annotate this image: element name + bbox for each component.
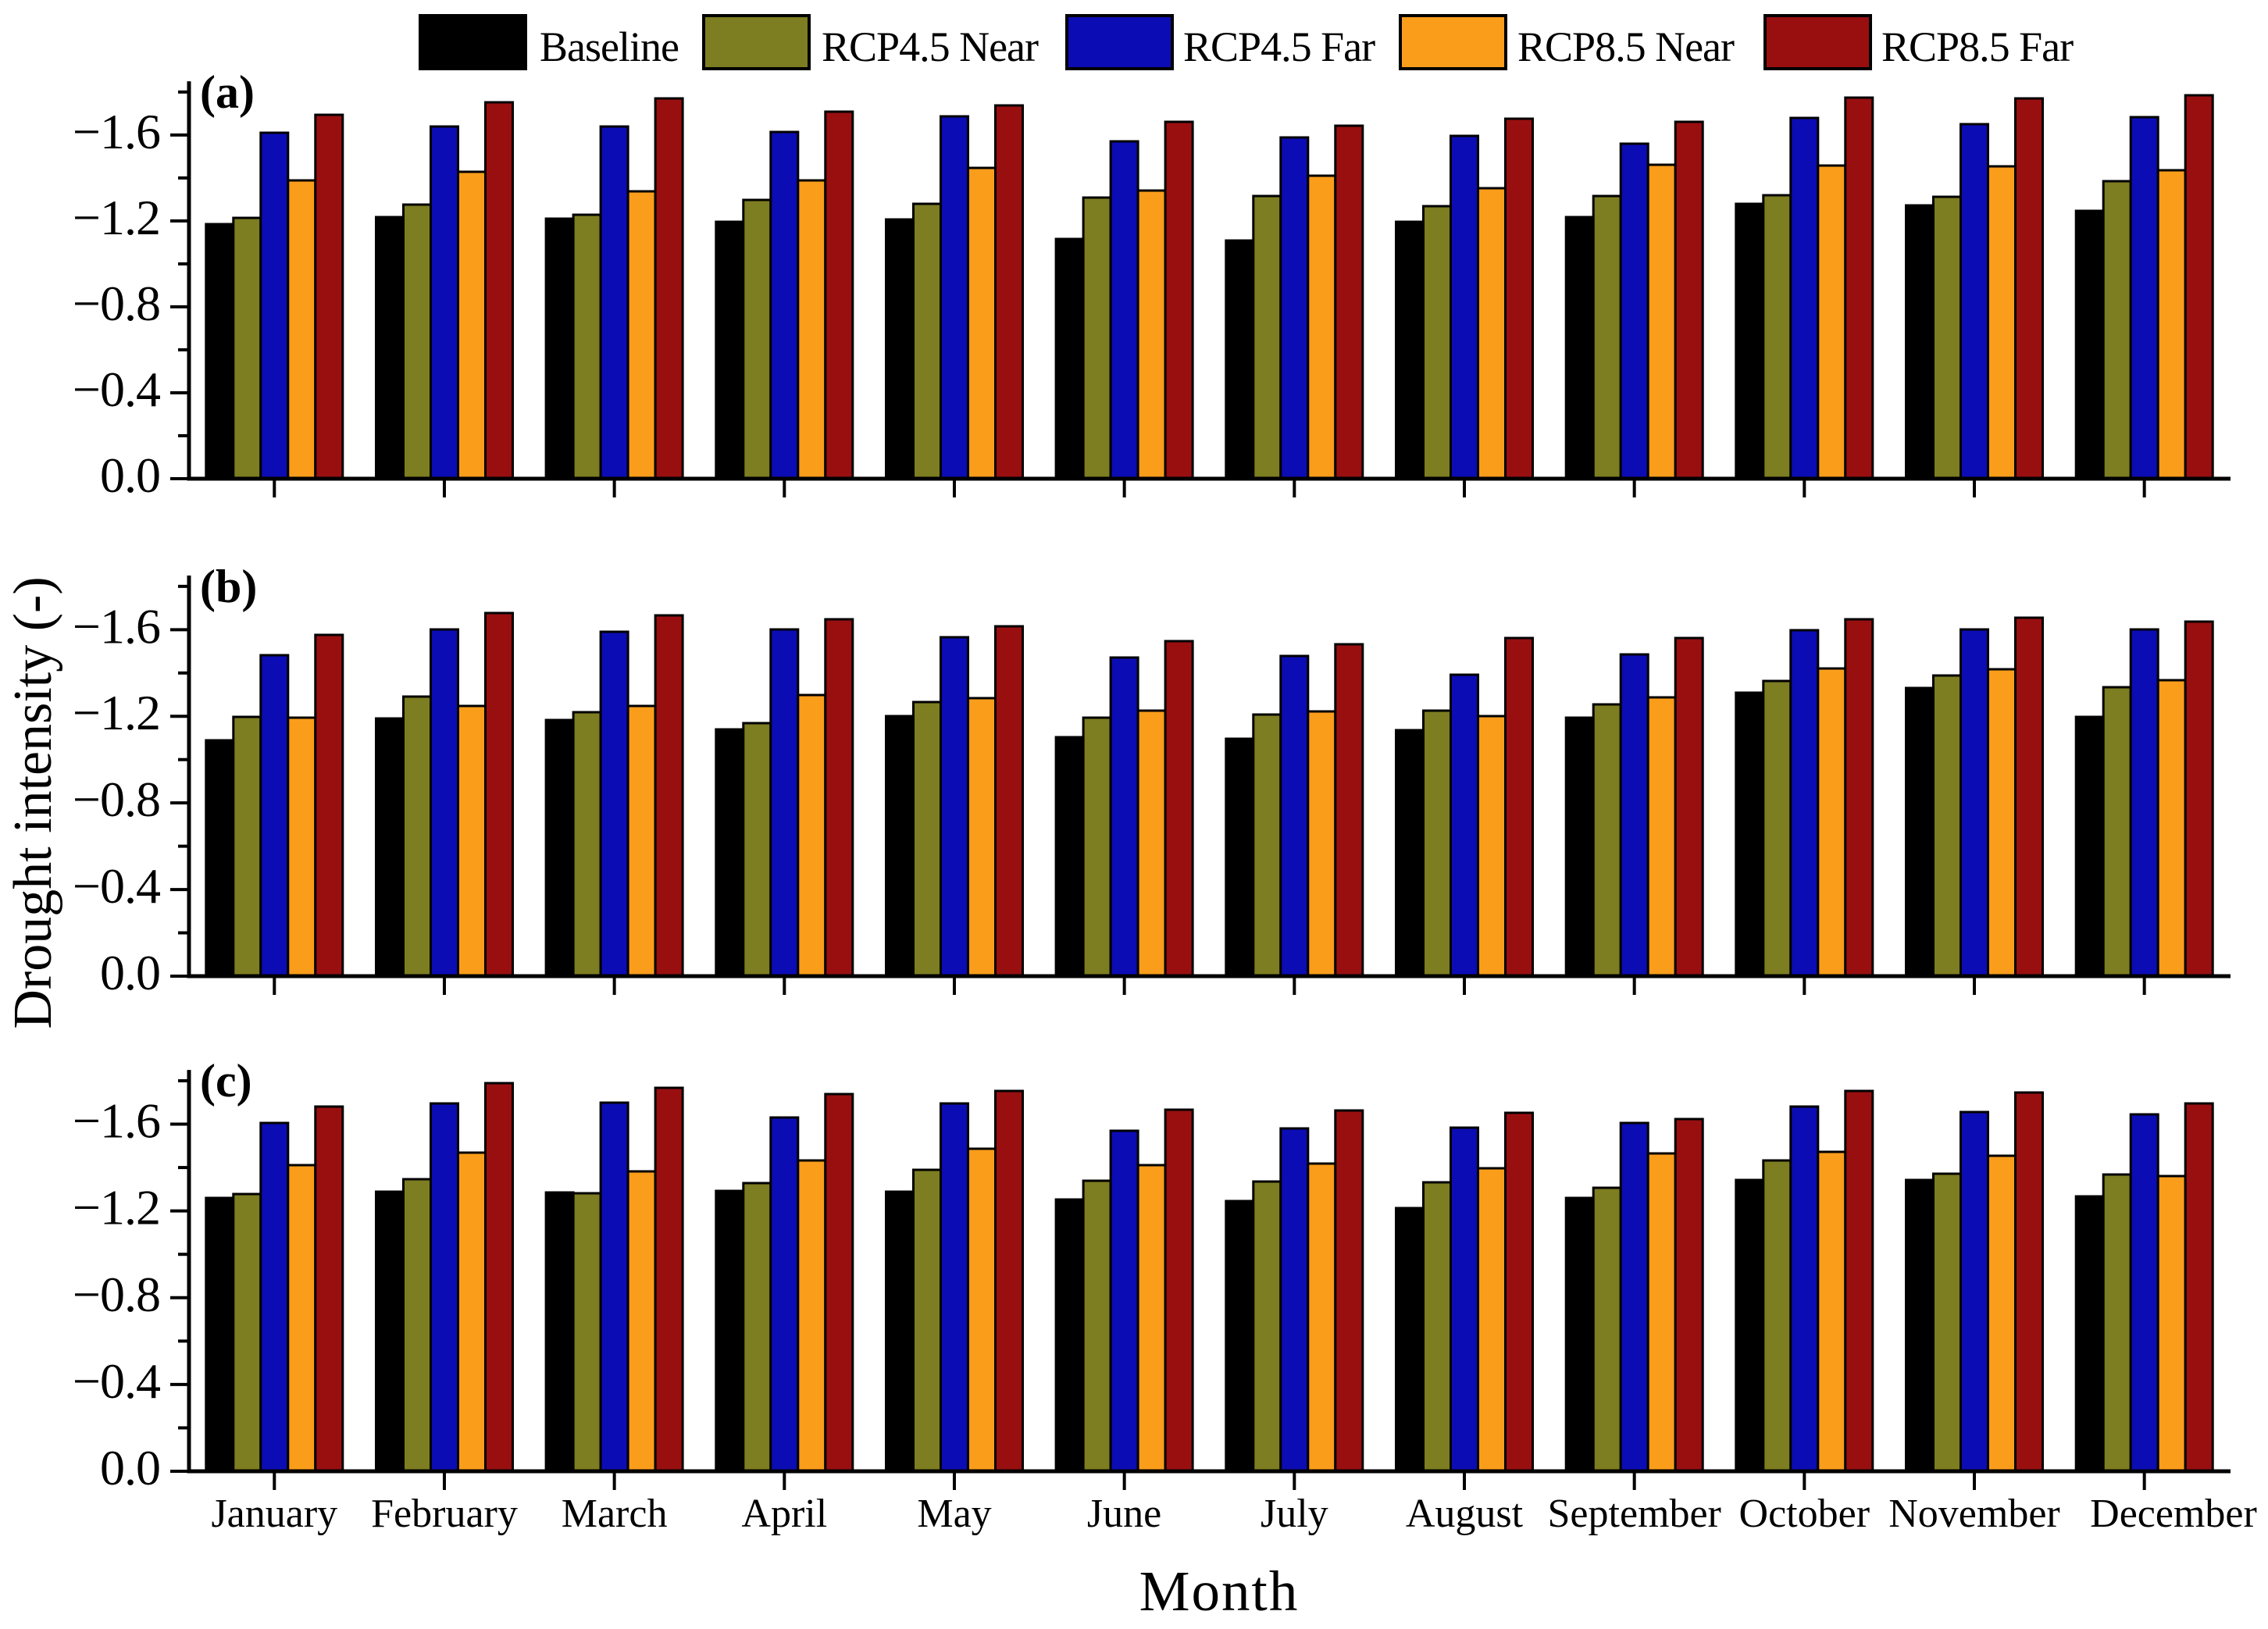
svg-text:(a): (a) bbox=[200, 66, 255, 118]
svg-text:Month: Month bbox=[1139, 1559, 1300, 1623]
svg-text:April: April bbox=[741, 1492, 827, 1536]
svg-text:(c): (c) bbox=[200, 1055, 252, 1107]
svg-text:June: June bbox=[1087, 1492, 1161, 1536]
svg-text:November: November bbox=[1888, 1492, 2059, 1536]
svg-text:Baseline: Baseline bbox=[540, 23, 679, 70]
svg-text:−0.4: −0.4 bbox=[73, 362, 160, 417]
svg-text:October: October bbox=[1739, 1492, 1870, 1536]
svg-text:−0.4: −0.4 bbox=[73, 858, 160, 914]
svg-text:−1.2: −1.2 bbox=[73, 1180, 160, 1235]
svg-text:RCP4.5 Near: RCP4.5 Near bbox=[822, 23, 1039, 70]
svg-text:Drought intensity (-): Drought intensity (-) bbox=[3, 576, 63, 1028]
svg-text:August: August bbox=[1406, 1492, 1524, 1536]
svg-text:RCP8.5 Near: RCP8.5 Near bbox=[1517, 23, 1735, 70]
svg-text:−1.6: −1.6 bbox=[73, 1093, 160, 1149]
svg-text:−1.6: −1.6 bbox=[73, 104, 160, 159]
svg-text:−1.2: −1.2 bbox=[73, 190, 160, 245]
svg-text:−1.6: −1.6 bbox=[73, 598, 160, 654]
svg-text:0.0: 0.0 bbox=[100, 447, 160, 503]
svg-text:−0.4: −0.4 bbox=[73, 1353, 160, 1409]
svg-text:RCP4.5 Far: RCP4.5 Far bbox=[1183, 23, 1375, 70]
svg-text:(b): (b) bbox=[200, 561, 257, 612]
svg-text:0.0: 0.0 bbox=[100, 1440, 160, 1495]
svg-text:March: March bbox=[562, 1492, 668, 1536]
svg-text:−0.8: −0.8 bbox=[73, 276, 160, 331]
svg-text:September: September bbox=[1548, 1492, 1721, 1536]
svg-text:February: February bbox=[371, 1492, 518, 1536]
svg-text:RCP8.5 Far: RCP8.5 Far bbox=[1881, 23, 2074, 70]
svg-text:−0.8: −0.8 bbox=[73, 1267, 160, 1322]
svg-text:May: May bbox=[917, 1492, 991, 1536]
svg-text:July: July bbox=[1261, 1492, 1328, 1536]
svg-text:−1.2: −1.2 bbox=[73, 685, 160, 740]
svg-text:0.0: 0.0 bbox=[100, 945, 160, 1000]
svg-text:−0.8: −0.8 bbox=[73, 772, 160, 827]
svg-text:December: December bbox=[2090, 1492, 2257, 1536]
svg-text:January: January bbox=[211, 1492, 337, 1536]
